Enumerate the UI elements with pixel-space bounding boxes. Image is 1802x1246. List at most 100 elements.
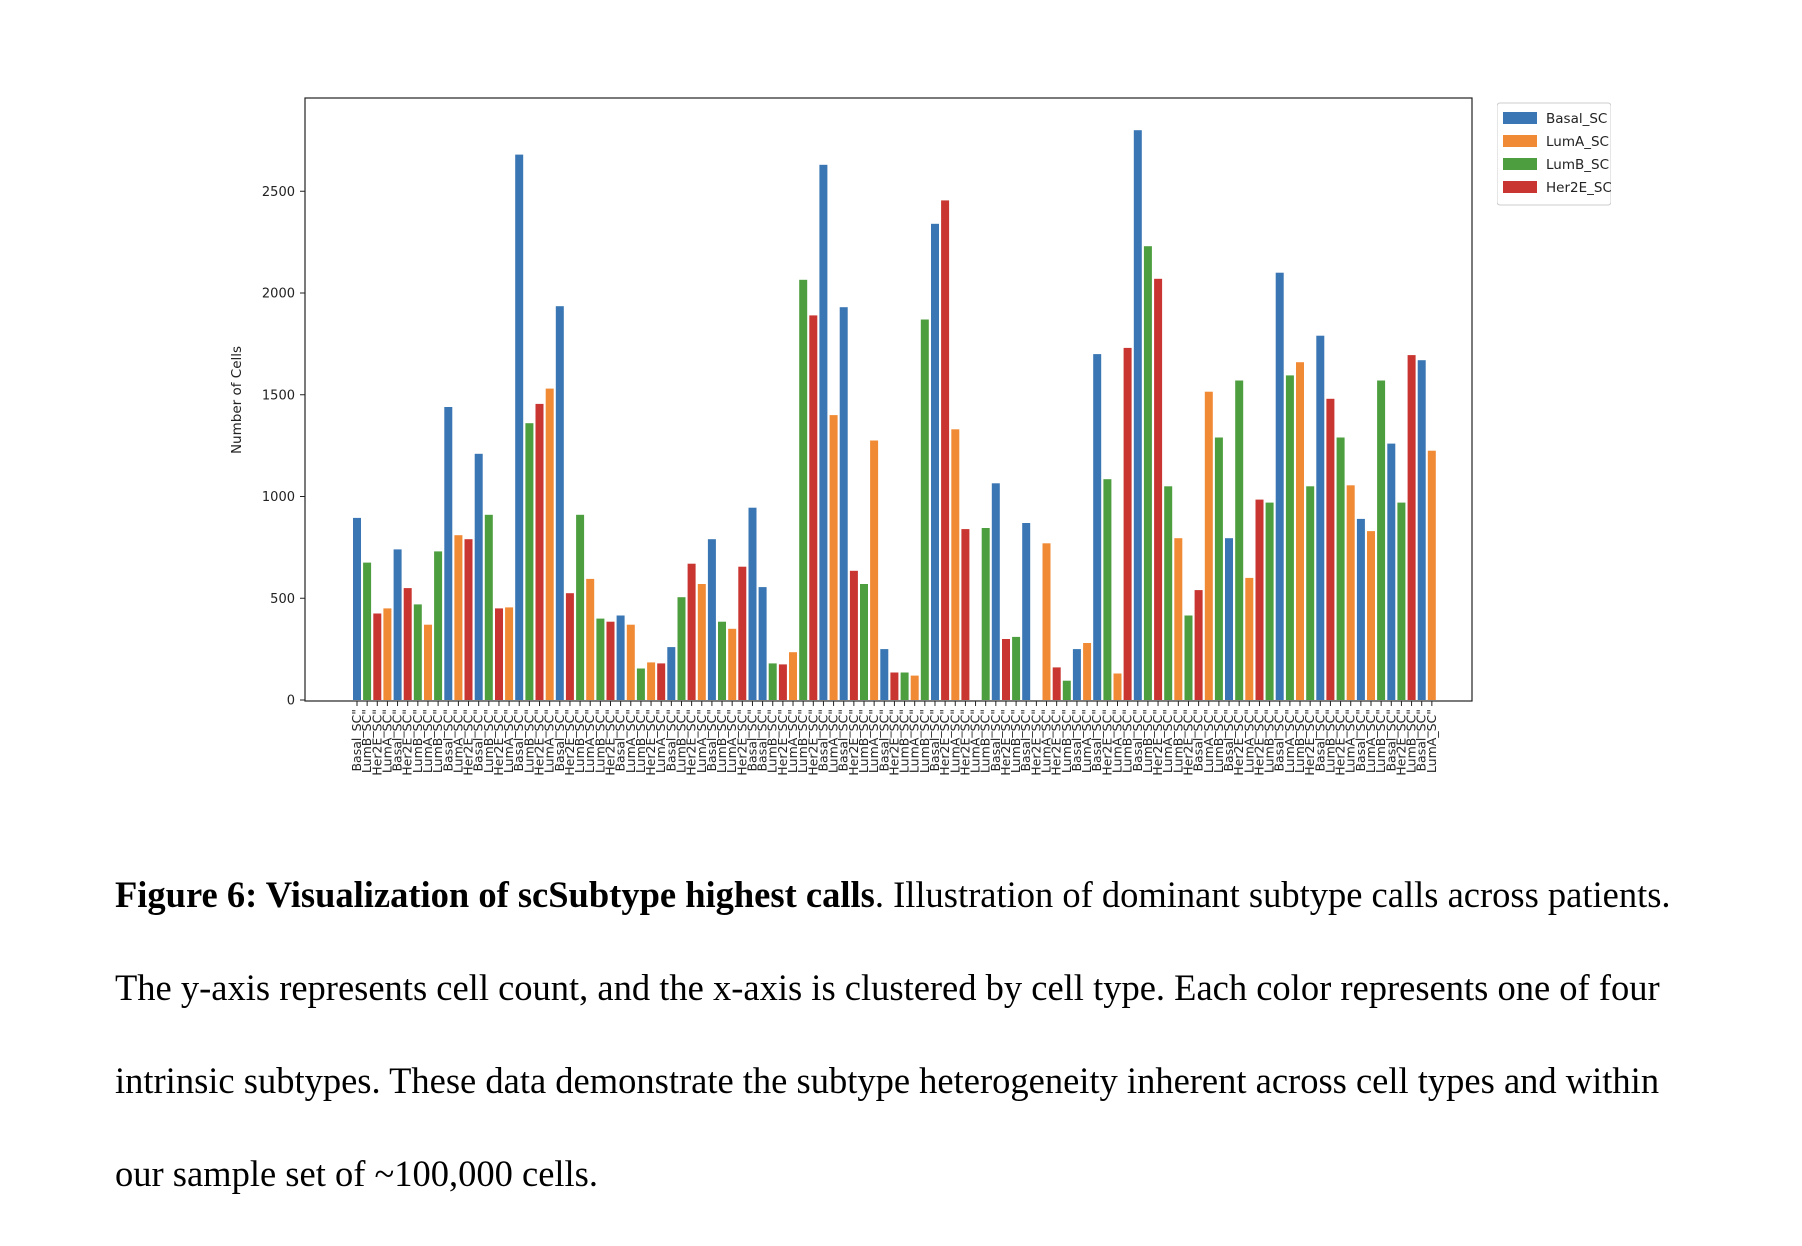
bar-her2e-sc — [738, 566, 747, 700]
bar-basal-sc — [667, 647, 676, 700]
bar-luma-sc — [697, 584, 706, 700]
bar-lumb-sc — [1103, 479, 1112, 700]
bar-luma-sc — [1296, 362, 1304, 700]
bar-lumb-sc — [900, 672, 909, 700]
bar-basal-sc — [839, 307, 848, 700]
x-tick-label: LumB_SC" — [359, 709, 374, 773]
bar-lumb-sc — [1306, 486, 1315, 700]
x-tick-label: Basal_SC" — [927, 709, 942, 772]
x-tick-label: Basal_SC" — [1191, 709, 1206, 772]
legend-swatch — [1503, 135, 1537, 147]
bar-basal-sc — [616, 615, 625, 700]
bar-her2e-sc — [809, 315, 818, 700]
x-tick-label: LumB_SC" — [856, 709, 871, 773]
x-tick-label: LumB_SC" — [1140, 709, 1155, 773]
legend-label: Her2E_SC — [1546, 180, 1612, 196]
bar-lumb-sc — [596, 618, 605, 700]
y-tick-label: 1500 — [262, 388, 295, 403]
bar-luma-sc — [1427, 450, 1436, 700]
x-tick-label: Her2E_SC" — [369, 709, 384, 776]
legend-swatch — [1503, 181, 1537, 193]
x-tick-label: Basal_SC" — [1089, 709, 1104, 772]
x-tick-label: Her2E_SC" — [1251, 709, 1266, 776]
bar-basal-sc — [515, 154, 524, 701]
bar-luma-sc — [1174, 538, 1183, 700]
bar-lumb-sc — [636, 668, 645, 700]
x-tick-label: Basal_SC" — [836, 709, 851, 772]
x-tick-label: Basal_SC" — [704, 709, 719, 772]
x-tick-label: LumA_SC" — [1201, 709, 1216, 773]
bar-luma-sc — [951, 429, 960, 700]
x-tick-label: Basal_SC" — [663, 709, 678, 772]
x-tick-label: LumA_SC" — [947, 709, 962, 773]
bar-her2e-sc — [373, 613, 382, 700]
x-tick-label: LumB_SC" — [1292, 709, 1307, 773]
bar-her2e-sc — [1154, 278, 1163, 700]
bar-luma-sc — [545, 388, 554, 700]
x-tick-label: Basal_SC" — [511, 709, 526, 772]
x-tick-label: Basal_SC" — [1272, 709, 1287, 772]
bar-basal-sc — [555, 306, 564, 700]
bar-lumb-sc — [484, 514, 493, 700]
x-tick-label: LumB_SC" — [765, 709, 780, 773]
bar-basal-sc — [819, 164, 828, 701]
x-tick-label: Basal_SC" — [744, 709, 759, 772]
x-tick-label: LumA_SC" — [1079, 709, 1094, 773]
bar-basal-sc — [1417, 360, 1426, 700]
bar-basal-sc — [1093, 354, 1102, 700]
y-axis-label: Number of Cells — [229, 346, 245, 454]
x-tick-label: Basal_SC" — [1221, 709, 1236, 772]
x-tick-label: LumB_SC" — [633, 709, 648, 773]
x-tick-label: Her2E_SC" — [1049, 709, 1064, 776]
bar-lumb-sc — [413, 604, 422, 700]
bar-basal-sc — [931, 223, 939, 701]
bar-her2e-sc — [535, 403, 544, 700]
bar-basal-sc — [393, 549, 402, 700]
bar-luma-sc — [586, 578, 595, 700]
x-tick-label: LumB_SC" — [1211, 709, 1226, 773]
bar-her2e-sc — [464, 539, 473, 700]
bar-lumb-sc — [1397, 502, 1406, 700]
legend-label: Basal_SC — [1546, 111, 1607, 127]
y-tick-label: 2000 — [262, 287, 295, 302]
chart-area: 0 500 1000 1500 2000 2500 Basal_SC" LumB_SC" He… — [229, 97, 1612, 776]
x-tick-label: Basal_SC" — [815, 709, 830, 772]
bars-group — [353, 130, 1436, 701]
bar-basal-sc — [748, 507, 757, 700]
bar-her2e-sc — [403, 588, 412, 700]
bar-basal-sc — [707, 539, 716, 700]
y-tick-label: 0 — [287, 694, 295, 709]
legend-swatch — [1503, 158, 1537, 170]
bar-basal-sc — [1356, 518, 1365, 700]
bar-lumb-sc — [1285, 375, 1294, 700]
bar-her2e-sc — [941, 200, 950, 700]
x-tick-label: LumB_SC" — [410, 709, 425, 773]
x-tick-label: Her2E_SC" — [684, 709, 699, 776]
x-tick-label: LumA_SC" — [1424, 709, 1439, 773]
x-tick-label: Basal_SC" — [1130, 709, 1145, 772]
x-tick-label: Her2E_SC" — [461, 709, 476, 776]
caption-body: . Illustration of dominant subtype calls… — [115, 874, 1671, 1194]
legend-box — [1497, 102, 1611, 206]
bar-basal-sc — [758, 587, 767, 700]
x-tick-label: LumB_SC" — [1059, 709, 1074, 773]
bar-lumb-sc — [434, 551, 443, 700]
x-tick-label: Her2E_SC" — [491, 709, 506, 776]
x-tick-label: LumA_SC" — [1343, 709, 1358, 773]
bar-lumb-sc — [768, 663, 777, 700]
figure-caption: Figure 6: Visualization of scSubtype hig… — [115, 848, 1705, 1220]
x-tick-label: LumB_SC" — [1008, 709, 1023, 773]
x-tick-label: LumB_SC" — [430, 709, 445, 773]
x-tick-label: LumB_SC" — [1120, 709, 1135, 773]
bar-luma-sc — [1042, 543, 1051, 700]
x-tick-label: LumB_SC" — [481, 709, 496, 773]
plot-frame — [304, 97, 1473, 702]
x-tick-label: Basal_SC" — [471, 709, 486, 772]
x-tick-label: LumA_SC" — [1039, 709, 1054, 773]
x-tick-label: LumA_SC" — [1241, 709, 1256, 773]
x-tick-label: LumB_SC" — [795, 709, 810, 773]
bar-her2e-sc — [1194, 590, 1203, 700]
legend: Basal_SC LumA_SC LumB_SC Her2E_SC — [1497, 102, 1612, 206]
bar-lumb-sc — [799, 279, 808, 700]
